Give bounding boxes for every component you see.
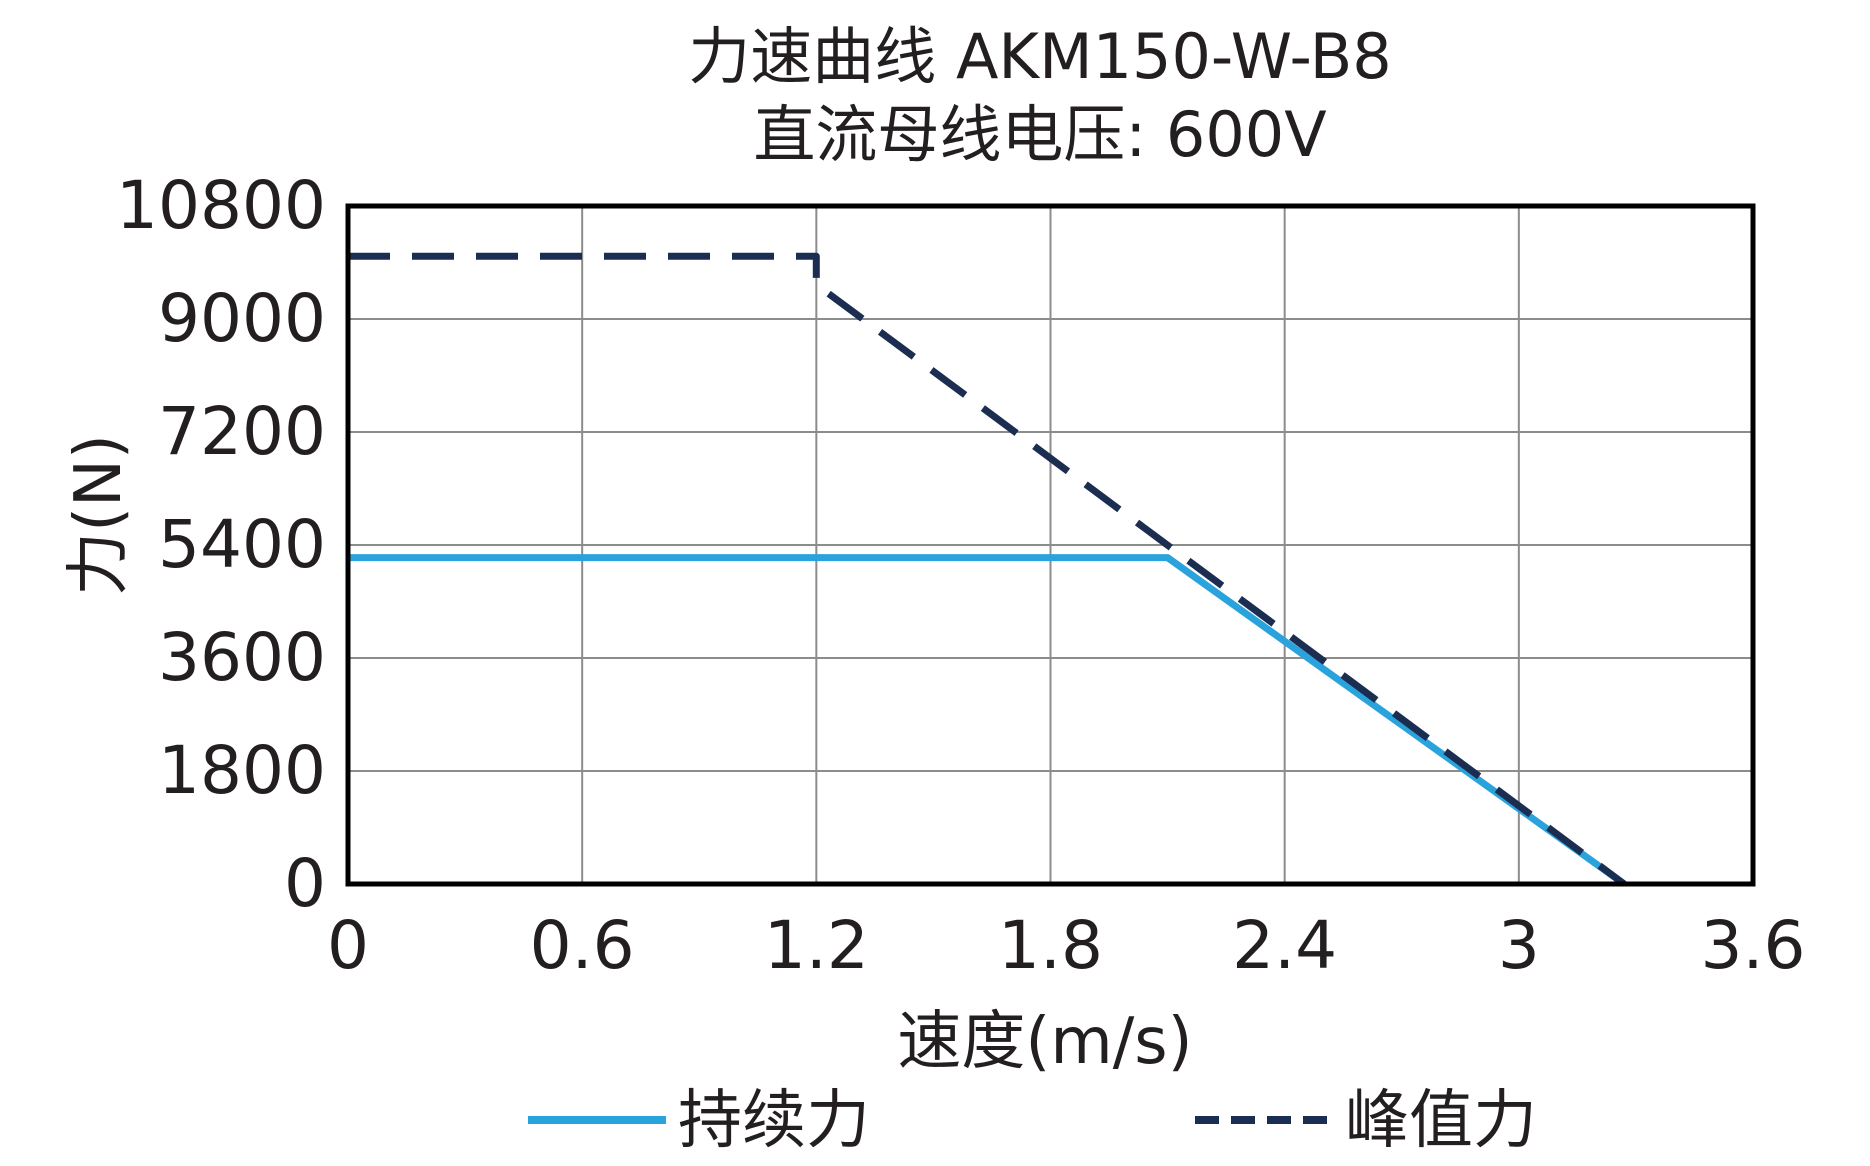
y-tick-label-4: 7200 [158, 393, 326, 470]
x-tick-label-1: 0.6 [530, 907, 635, 984]
x-tick-label-3: 1.8 [998, 907, 1103, 984]
y-tick-label-3: 5400 [158, 506, 326, 583]
y-tick-label-1: 1800 [158, 732, 326, 809]
series-lines [348, 252, 1627, 887]
x-tick-label-2: 1.2 [764, 907, 869, 984]
y-tick-label-6: 10800 [116, 167, 326, 244]
legend-label-0: 持续力 [678, 1084, 870, 1158]
x-tick-label-0: 0 [327, 907, 369, 984]
series-line-1 [348, 252, 1627, 887]
x-tick-label-4: 2.4 [1232, 907, 1337, 984]
plot-frame [345, 203, 1756, 887]
chart-subtitle: 直流母线电压: 600V [753, 98, 1326, 171]
x-axis-label: 速度(m/s) [897, 1005, 1192, 1079]
y-tick-label-5: 9000 [158, 280, 326, 357]
series-line-0 [348, 554, 1627, 887]
y-tick-label-0: 0 [284, 845, 326, 922]
legend-label-1: 峰值力 [1345, 1084, 1537, 1158]
y-axis-label: 力(N) [62, 434, 136, 596]
legend: 持续力 峰值力 [528, 1084, 1537, 1158]
y-tick-labels: 0 1800 3600 5400 7200 9000 10800 [116, 167, 326, 922]
x-tick-label-6: 3.6 [1701, 907, 1806, 984]
grid-lines [347, 205, 1754, 885]
chart-title: 力速曲线 AKM150-W-B8 [688, 20, 1391, 93]
x-tick-label-5: 3 [1498, 907, 1540, 984]
y-tick-label-2: 3600 [158, 619, 326, 696]
x-tick-labels: 0 0.6 1.2 1.8 2.4 3 3.6 [327, 907, 1805, 984]
